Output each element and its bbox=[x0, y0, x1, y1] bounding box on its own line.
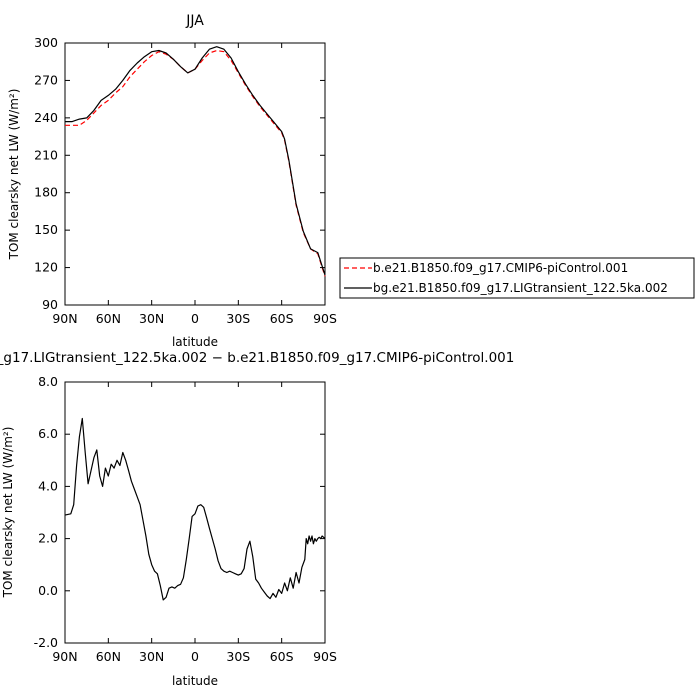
legend-box bbox=[339, 257, 695, 299]
lower-x-axis-label: latitude bbox=[172, 674, 218, 688]
y-tick-label: -2.0 bbox=[34, 635, 58, 650]
upper-y-ticks: 90 120 150 180 210 240 270 300 bbox=[34, 35, 325, 312]
x-tick-label: 90N bbox=[52, 649, 77, 664]
x-tick-label: 60N bbox=[96, 649, 121, 664]
legend: b.e21.B1850.f09_g17.CMIP6-piControl.001 … bbox=[339, 257, 695, 299]
y-tick-label: 6.0 bbox=[38, 426, 58, 441]
x-tick-label: 30S bbox=[226, 311, 250, 326]
y-tick-label: 300 bbox=[34, 35, 58, 50]
upper-x-axis-label: latitude bbox=[172, 335, 218, 349]
x-tick-label: 60S bbox=[270, 649, 294, 664]
lower-y-ticks: -2.0 0.0 2.0 4.0 6.0 8.0 bbox=[34, 374, 325, 650]
lower-chart-panel: bg.e21.B1850.f09_g17.LIGtransient_122.5k… bbox=[0, 350, 514, 688]
y-tick-label: 90 bbox=[42, 297, 58, 312]
series-line-0 bbox=[65, 49, 326, 277]
upper-y-axis-label: TOM clearsky net LW (W/m²) bbox=[7, 89, 21, 261]
x-tick-label: 90N bbox=[52, 311, 77, 326]
x-tick-label: 60S bbox=[270, 311, 294, 326]
y-tick-label: 180 bbox=[34, 185, 58, 200]
y-tick-label: 120 bbox=[34, 260, 58, 275]
y-tick-label: 2.0 bbox=[38, 531, 58, 546]
series-line-1 bbox=[65, 46, 326, 276]
x-tick-label: 30N bbox=[139, 311, 164, 326]
x-tick-label: 0 bbox=[191, 311, 199, 326]
y-tick-label: 0.0 bbox=[38, 583, 58, 598]
y-tick-label: 210 bbox=[34, 147, 58, 162]
y-tick-label: 8.0 bbox=[38, 374, 58, 389]
x-tick-label: 30S bbox=[226, 649, 250, 664]
lower-chart-title: bg.e21.B1850.f09_g17.LIGtransient_122.5k… bbox=[0, 350, 514, 366]
upper-chart-title: JJA bbox=[185, 13, 204, 29]
lower-x-ticks: 90N 60N 30N 0 30S 60S 90S bbox=[52, 382, 337, 664]
x-tick-label: 30N bbox=[139, 649, 164, 664]
x-tick-label: 90S bbox=[313, 311, 337, 326]
y-tick-label: 270 bbox=[34, 72, 58, 87]
upper-x-ticks: 90N 60N 30N 0 30S 60S 90S bbox=[52, 43, 337, 326]
legend-label-0: b.e21.B1850.f09_g17.CMIP6-piControl.001 bbox=[373, 261, 628, 275]
y-tick-label: 150 bbox=[34, 222, 58, 237]
upper-chart-panel: JJA 90 120 150 180 210 240 270 300 90N 60N 30N 0 30… bbox=[7, 13, 337, 349]
lower-y-axis-label: TOM clearsky net LW (W/m²) bbox=[1, 427, 15, 599]
x-tick-label: 60N bbox=[96, 311, 121, 326]
lower-series-lines bbox=[64, 417, 326, 601]
y-tick-label: 4.0 bbox=[38, 478, 58, 493]
upper-series-lines bbox=[65, 46, 326, 277]
series-line-0 bbox=[64, 417, 326, 601]
upper-plot-frame bbox=[64, 42, 326, 306]
legend-label-1: bg.e21.B1850.f09_g17.LIGtransient_122.5k… bbox=[373, 281, 668, 295]
y-tick-label: 240 bbox=[34, 110, 58, 125]
x-tick-label: 90S bbox=[313, 649, 337, 664]
x-tick-label: 0 bbox=[191, 649, 199, 664]
